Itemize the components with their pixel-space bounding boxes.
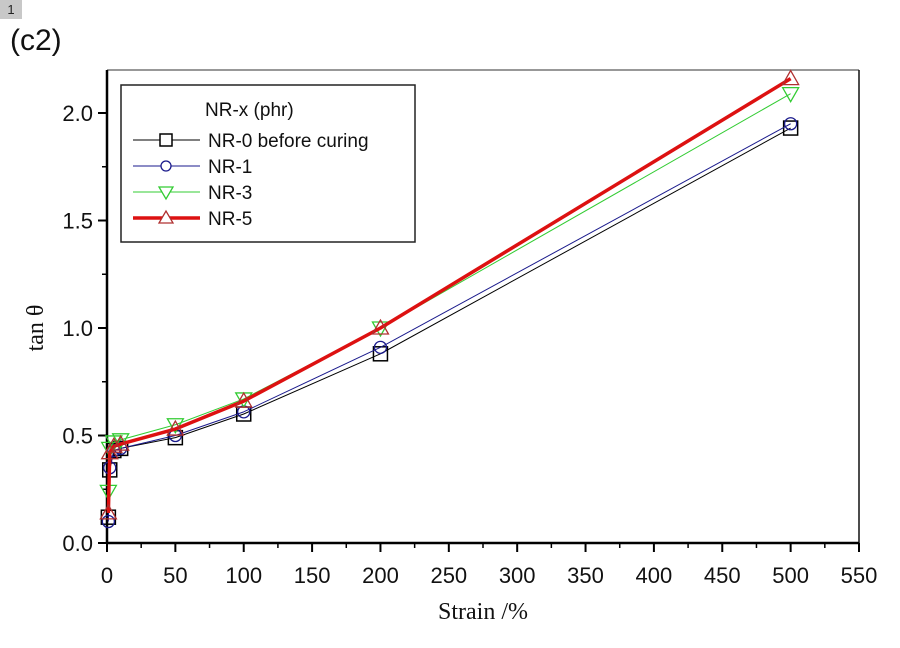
series-layer [99, 69, 800, 529]
x-tick-label: 400 [636, 563, 673, 588]
x-tick-label: 100 [225, 563, 262, 588]
data-point [234, 391, 253, 408]
x-tick-label: 350 [567, 563, 604, 588]
data-point [111, 434, 130, 451]
y-tick-label: 0.5 [62, 424, 93, 449]
legend-marker-circle [160, 160, 172, 172]
axes: 0 50 100 150 200 250 300 350 400 450 500 550 0.0 0.5 1… [62, 70, 877, 588]
data-point [781, 69, 800, 86]
data-point [111, 433, 130, 450]
legend-label: NR-5 [208, 209, 252, 230]
x-tick-label: 0 [101, 563, 113, 588]
x-tick-label: 250 [430, 563, 467, 588]
figure-number-badge: 1 [0, 0, 22, 19]
x-tick-label: 500 [772, 563, 809, 588]
legend-label: NR-1 [208, 157, 252, 178]
x-tick-label: 450 [704, 563, 741, 588]
data-point [371, 318, 390, 335]
data-point [373, 340, 388, 355]
legend-title: NR-x (phr) [205, 100, 294, 121]
data-point [783, 117, 798, 131]
plot-frame [107, 69, 860, 543]
legend-marker-square [159, 133, 173, 147]
legend: NR-x (phr) NR-0 before curing NR-1 NR-3 NR-… [120, 84, 416, 243]
y-tick-label: 1.5 [62, 209, 93, 234]
data-point [104, 436, 123, 453]
y-tick-label: 1.0 [62, 316, 93, 341]
panel-label: (c2) [10, 24, 62, 57]
legend-marker-triangle-up [157, 209, 175, 224]
data-point [166, 419, 185, 436]
x-tick-label: 150 [294, 563, 331, 588]
y-axis-title: tan θ [23, 305, 49, 352]
x-tick-label: 50 [163, 563, 187, 588]
x-tick-label: 550 [841, 563, 878, 588]
x-tick-label: 200 [362, 563, 399, 588]
data-point [99, 503, 118, 520]
y-tick-label: 0.0 [62, 531, 93, 556]
data-point [781, 87, 800, 103]
legend-label: NR-0 before curing [208, 131, 369, 152]
legend-label: NR-3 [208, 183, 252, 204]
series-nr-5 [99, 69, 800, 520]
y-tick-label: 2.0 [62, 101, 93, 126]
data-point [101, 514, 116, 529]
legend-marker-triangle-down [157, 186, 175, 201]
x-axis-title: Strain /% [438, 599, 528, 625]
x-tick-label: 300 [499, 563, 536, 588]
